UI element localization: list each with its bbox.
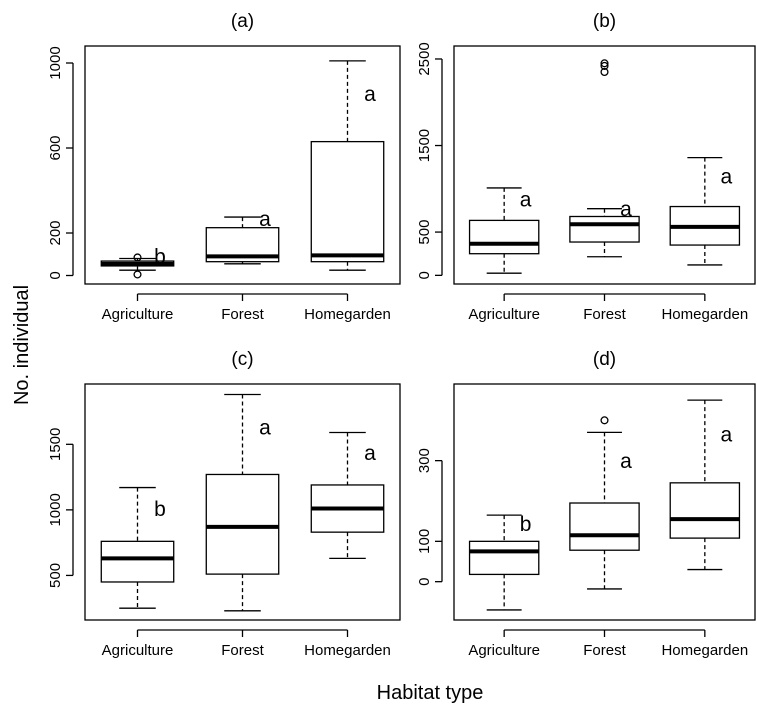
- x-tick-label: Forest: [583, 642, 626, 659]
- y-tick-label: 0: [416, 578, 433, 586]
- y-tick-label: 500: [47, 563, 64, 588]
- y-tick-label: 500: [416, 220, 433, 245]
- panel-title: (a): [231, 11, 254, 32]
- group-letter: a: [259, 208, 271, 231]
- group-letter: b: [154, 498, 166, 521]
- y-tick-label: 0: [416, 271, 433, 279]
- iqr-box: [569, 502, 640, 551]
- outlier-point: [600, 59, 609, 68]
- outlier-point: [600, 416, 609, 425]
- x-tick-label: Agriculture: [468, 642, 540, 659]
- plot-frame: [84, 383, 401, 621]
- iqr-box: [205, 473, 280, 575]
- iqr-box: [468, 219, 540, 255]
- iqr-box: [669, 482, 741, 539]
- group-letter: b: [154, 246, 166, 269]
- y-tick-label: 1500: [47, 428, 64, 461]
- outlier-point: [600, 67, 609, 77]
- y-tick-label: 600: [47, 135, 64, 160]
- x-tick-label: Homegarden: [304, 306, 391, 323]
- iqr-box: [205, 227, 280, 263]
- y-tick-label: 100: [416, 529, 433, 554]
- y-tick-label: 200: [47, 220, 64, 245]
- plot-frame: [453, 383, 756, 621]
- x-axis-title: Habitat type: [377, 682, 484, 704]
- group-letter: b: [520, 513, 532, 536]
- group-letter: a: [720, 423, 732, 446]
- group-letter: a: [364, 442, 376, 465]
- panel-title: (d): [593, 349, 616, 370]
- boxplot-panel: (c) 500 1000 1500 Agriculture Forest Homegarde…: [47, 349, 401, 659]
- group-letter: a: [259, 416, 271, 439]
- plot-frame: [84, 45, 401, 285]
- group-letter: a: [620, 450, 632, 473]
- boxplot-panel: (d) 0 100 300 Agriculture Forest Homegarden b a a: [416, 349, 756, 659]
- panel-title: (b): [593, 11, 616, 32]
- outlier-point: [133, 253, 142, 262]
- iqr-box: [468, 540, 540, 576]
- boxplot-panel: (a) 0 200 600 1000 Agriculture Forest Homegarde…: [47, 11, 401, 323]
- group-letter: a: [720, 166, 732, 189]
- group-letter: a: [364, 83, 376, 106]
- outlier-point: [133, 270, 142, 279]
- x-tick-label: Forest: [221, 642, 264, 659]
- x-tick-label: Forest: [221, 306, 264, 323]
- group-letter: a: [620, 198, 632, 221]
- iqr-box: [310, 140, 385, 263]
- x-tick-label: Homegarden: [661, 642, 748, 659]
- outlier-point: [600, 61, 609, 70]
- iqr-box: [569, 215, 640, 243]
- y-tick-label: 0: [47, 271, 64, 279]
- x-tick-label: Agriculture: [102, 306, 174, 323]
- group-letter: a: [520, 189, 532, 212]
- x-tick-label: Homegarden: [304, 642, 391, 659]
- y-tick-label: 2500: [416, 42, 433, 75]
- x-tick-label: Agriculture: [468, 306, 540, 323]
- y-axis-title: No. individual: [11, 285, 33, 405]
- iqr-box: [100, 540, 175, 583]
- boxplot-panel: (b) 0 500 1500 2500 Agriculture Forest Homegard…: [416, 11, 756, 323]
- y-tick-label: 300: [416, 448, 433, 473]
- y-tick-label: 1000: [47, 493, 64, 526]
- x-tick-label: Forest: [583, 306, 626, 323]
- x-tick-label: Homegarden: [661, 306, 748, 323]
- y-tick-label: 1000: [47, 46, 64, 79]
- x-tick-label: Agriculture: [102, 642, 174, 659]
- plot-frame: [453, 45, 756, 285]
- panel-title: (c): [231, 349, 253, 370]
- y-tick-label: 1500: [416, 129, 433, 162]
